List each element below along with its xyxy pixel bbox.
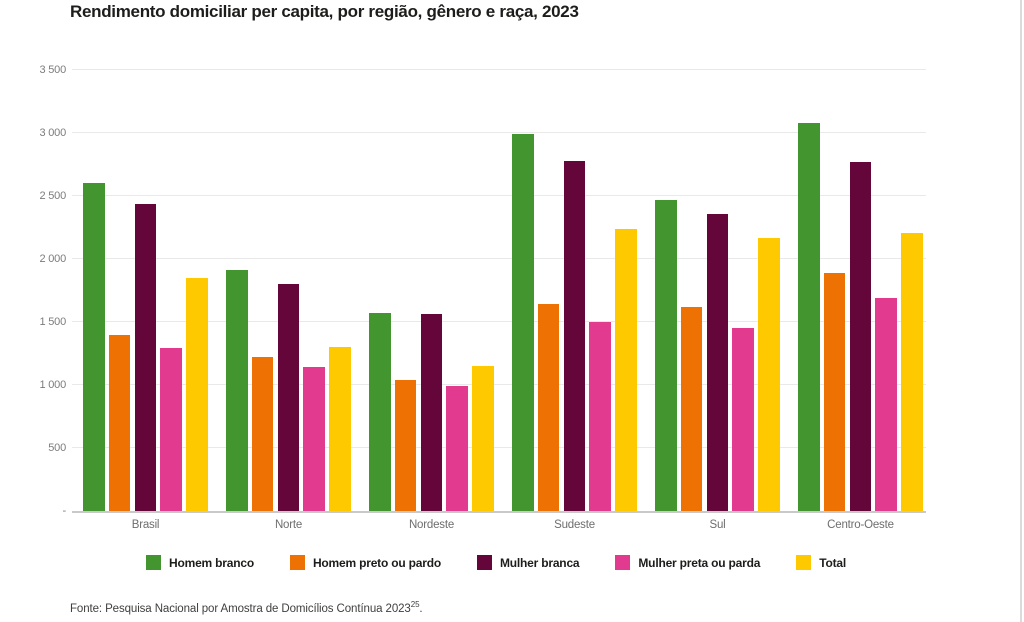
bar-total-brasil [186, 277, 208, 511]
source-note: Fonte: Pesquisa Nacional por Amostra de … [70, 600, 423, 615]
legend-item-mulher-branca: Mulher branca [476, 555, 580, 570]
legend-label: Mulher preta ou parda [638, 555, 761, 570]
bar-homem-preto-ou-pardo-centro-oeste [823, 272, 846, 511]
legend-label: Homem branco [169, 555, 254, 570]
legend-label: Homem preto ou pardo [312, 555, 441, 570]
legend-item-homem-branco: Homem branco [146, 555, 254, 570]
bar-total-nordeste [472, 366, 494, 511]
bar-total-sul [758, 237, 780, 511]
gridline [72, 384, 926, 385]
source-superscript: 25 [410, 600, 420, 609]
bar-mulher-preta-ou-parda-norte [303, 367, 325, 511]
legend-swatch-icon [615, 555, 631, 570]
bar-mulher-branca-norte [277, 284, 300, 511]
y-tick-label: 2 000 [39, 252, 66, 265]
legend-item-total: Total [796, 555, 846, 570]
bar-homem-branco-nordeste [369, 313, 391, 511]
x-axis-label-sul: Sul [709, 519, 726, 531]
bar-mulher-preta-ou-parda-sul [732, 328, 754, 511]
bar-mulher-branca-nordeste [420, 314, 443, 511]
bar-mulher-preta-ou-parda-centro-oeste [875, 298, 897, 511]
gridline [72, 132, 926, 133]
x-axis-label-centro-oeste: Centro-Oeste [827, 519, 894, 531]
bar-mulher-branca-centro-oeste [849, 161, 872, 511]
bar-homem-preto-ou-pardo-nordeste [394, 379, 417, 511]
y-axis: 3 500 3 000 2 500 2 000 1 500 1 000 500 - [0, 64, 66, 517]
gridline [72, 69, 926, 70]
y-tick-label: 2 500 [39, 189, 66, 202]
bar-mulher-preta-ou-parda-sudeste [589, 322, 611, 511]
bar-homem-branco-centro-oeste [798, 122, 820, 511]
bar-total-sudeste [615, 228, 637, 511]
source-suffix: . [419, 602, 423, 615]
bar-total-centro-oeste [901, 232, 923, 511]
bar-homem-branco-sul [655, 199, 677, 511]
chart-title: Rendimento domiciliar per capita, por re… [70, 2, 579, 21]
source-text: Fonte: Pesquisa Nacional por Amostra de … [70, 602, 411, 615]
legend-swatch-icon [476, 555, 492, 570]
bar-homem-preto-ou-pardo-brasil [108, 334, 131, 511]
legend-label: Mulher branca [499, 555, 580, 570]
legend: Homem branco Homem preto ou pardo Mulher b… [146, 555, 846, 570]
y-tick-label: 3 500 [39, 63, 66, 76]
legend-swatch-icon [289, 555, 305, 570]
y-tick-label: 1 500 [39, 315, 66, 328]
plot-area [72, 69, 926, 513]
y-tick-label: 500 [48, 441, 66, 454]
bar-homem-branco-brasil [83, 183, 105, 511]
x-axis-label-brasil: Brasil [131, 519, 160, 531]
gridline [72, 447, 926, 448]
legend-item-mulher-preta-ou-parda: Mulher preta ou parda [615, 555, 760, 570]
x-axis-label-sudeste: Sudeste [554, 519, 595, 531]
bar-mulher-branca-brasil [134, 203, 157, 511]
legend-label: Total [819, 555, 846, 570]
bar-mulher-preta-ou-parda-nordeste [446, 386, 468, 511]
bar-homem-branco-sudeste [512, 134, 534, 511]
bar-homem-preto-ou-pardo-sul [680, 306, 703, 511]
x-axis-label-norte: Norte [274, 519, 303, 531]
legend-item-homem-preto-ou-pardo: Homem preto ou pardo [289, 555, 441, 570]
gridline [72, 258, 926, 259]
x-axis-label-nordeste: Nordeste [408, 519, 455, 531]
bar-total-norte [329, 347, 351, 511]
bar-mulher-preta-ou-parda-brasil [160, 348, 182, 511]
bar-homem-preto-ou-pardo-norte [251, 357, 274, 511]
bar-homem-branco-norte [226, 270, 248, 511]
page-right-border [1020, 0, 1022, 622]
legend-swatch-icon [146, 555, 161, 570]
bar-mulher-branca-sul [706, 213, 729, 511]
y-tick-label: 3 000 [39, 126, 66, 139]
gridline [72, 195, 926, 196]
legend-swatch-icon [796, 555, 812, 570]
bar-mulher-branca-sudeste [563, 160, 586, 511]
gridline [72, 321, 926, 322]
y-tick-label: 1 000 [39, 378, 66, 391]
bar-homem-preto-ou-pardo-sudeste [537, 304, 560, 511]
y-tick-label: - [62, 504, 67, 517]
x-axis: Brasil Norte Nordeste Sudeste Sul Centro-Oest… [72, 519, 926, 535]
